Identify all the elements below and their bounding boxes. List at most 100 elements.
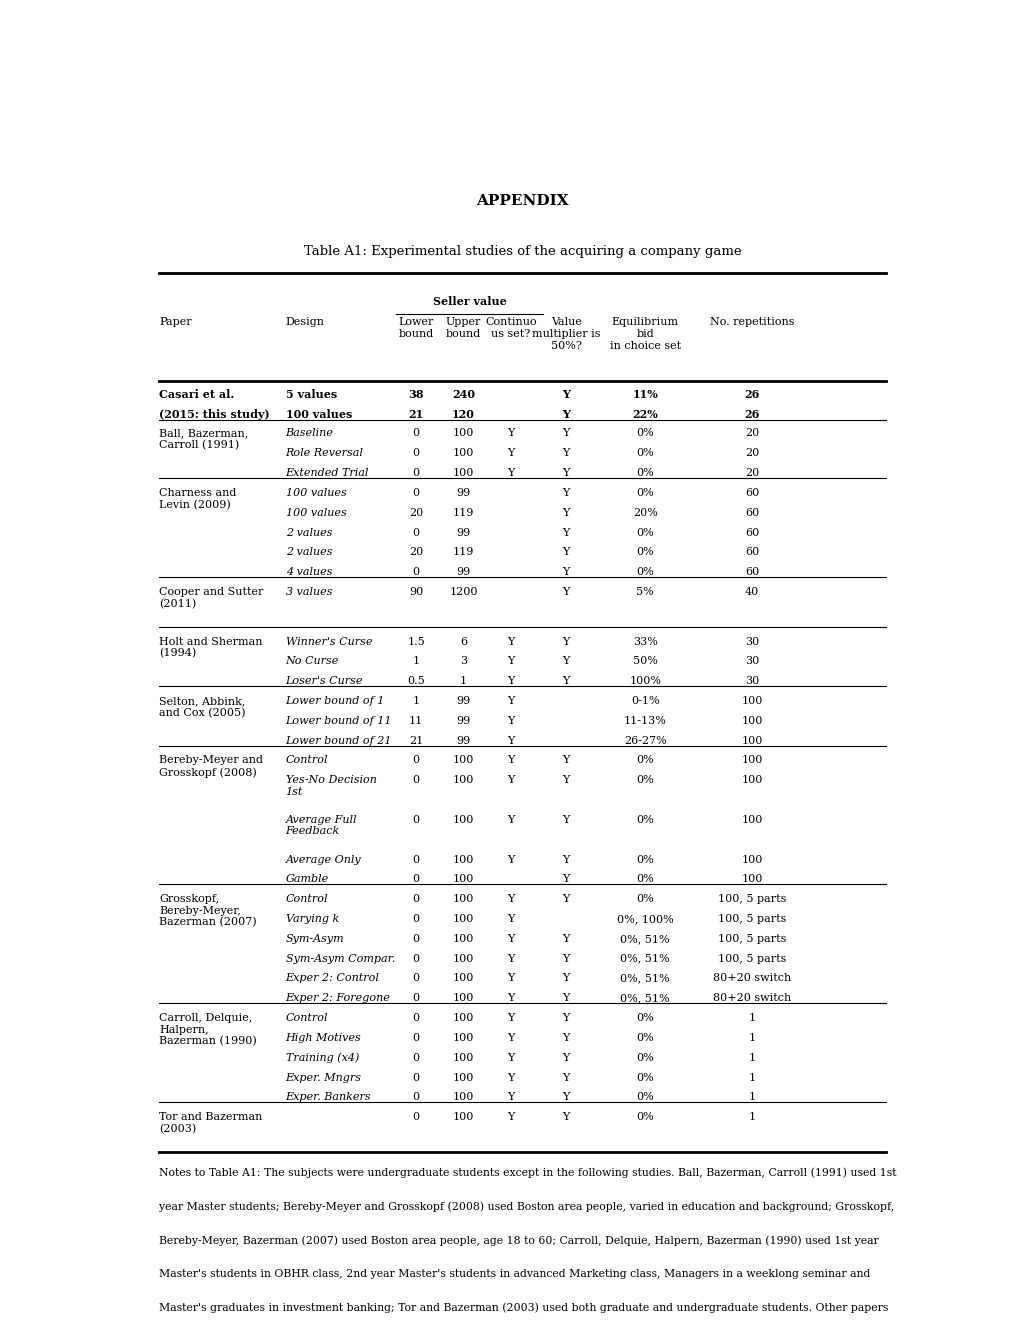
Text: Y: Y <box>562 508 570 517</box>
Text: Y: Y <box>506 469 514 478</box>
Text: 0: 0 <box>412 1073 419 1082</box>
Text: Y: Y <box>506 755 514 766</box>
Text: 99: 99 <box>455 528 470 537</box>
Text: 21: 21 <box>409 735 423 746</box>
Text: 100: 100 <box>741 696 762 706</box>
Text: 1: 1 <box>748 1034 755 1043</box>
Text: Y: Y <box>506 894 514 904</box>
Text: Y: Y <box>562 676 570 686</box>
Text: 100, 5 parts: 100, 5 parts <box>717 933 786 944</box>
Text: 20%: 20% <box>632 508 657 517</box>
Text: Y: Y <box>506 775 514 785</box>
Text: 5%: 5% <box>636 587 653 597</box>
Text: Y: Y <box>506 429 514 438</box>
Text: 240: 240 <box>451 389 475 400</box>
Text: 5 values: 5 values <box>285 389 336 400</box>
Text: 0%: 0% <box>636 568 653 577</box>
Text: 0: 0 <box>412 933 419 944</box>
Text: High Motives: High Motives <box>285 1034 361 1043</box>
Text: Value
multiplier is
50%?: Value multiplier is 50%? <box>532 317 600 351</box>
Text: 0: 0 <box>412 1093 419 1102</box>
Text: Y: Y <box>562 973 570 983</box>
Text: Y: Y <box>562 528 570 537</box>
Text: Paper: Paper <box>159 317 192 327</box>
Text: 0%: 0% <box>636 528 653 537</box>
Text: Y: Y <box>506 1053 514 1063</box>
Text: 0%: 0% <box>636 548 653 557</box>
Text: 120: 120 <box>451 409 475 420</box>
Text: 0: 0 <box>412 854 419 865</box>
Text: Y: Y <box>562 1073 570 1082</box>
Text: 0: 0 <box>412 568 419 577</box>
Text: 100: 100 <box>452 953 474 964</box>
Text: Lower
bound: Lower bound <box>398 317 433 339</box>
Text: 100: 100 <box>452 814 474 825</box>
Text: 0%: 0% <box>636 469 653 478</box>
Text: Average Full
Feedback: Average Full Feedback <box>285 814 357 837</box>
Text: 100: 100 <box>452 755 474 766</box>
Text: 100, 5 parts: 100, 5 parts <box>717 953 786 964</box>
Text: 100: 100 <box>741 814 762 825</box>
Text: 100: 100 <box>741 755 762 766</box>
Text: Exper. Mngrs: Exper. Mngrs <box>285 1073 362 1082</box>
Text: Design: Design <box>285 317 324 327</box>
Text: 0: 0 <box>412 755 419 766</box>
Text: 20: 20 <box>409 548 423 557</box>
Text: 1: 1 <box>748 1113 755 1122</box>
Text: 60: 60 <box>744 508 758 517</box>
Text: 6: 6 <box>460 636 467 647</box>
Text: 0: 0 <box>412 973 419 983</box>
Text: Y: Y <box>562 1034 570 1043</box>
Text: Y: Y <box>561 389 570 400</box>
Text: Exper 2: Foregone: Exper 2: Foregone <box>285 993 390 1003</box>
Text: 0: 0 <box>412 913 419 924</box>
Text: 100, 5 parts: 100, 5 parts <box>717 913 786 924</box>
Text: Bereby-Meyer and
Grosskopf (2008): Bereby-Meyer and Grosskopf (2008) <box>159 755 263 777</box>
Text: 1: 1 <box>748 1093 755 1102</box>
Text: 100: 100 <box>452 993 474 1003</box>
Text: (2015: this study): (2015: this study) <box>159 409 269 420</box>
Text: 1: 1 <box>748 1012 755 1023</box>
Text: Exper. Bankers: Exper. Bankers <box>285 1093 371 1102</box>
Text: 100%: 100% <box>629 676 660 686</box>
Text: Winner's Curse: Winner's Curse <box>285 636 372 647</box>
Text: Extended Trial: Extended Trial <box>285 469 369 478</box>
Text: 4 values: 4 values <box>285 568 332 577</box>
Text: 0%, 100%: 0%, 100% <box>616 913 673 924</box>
Text: Y: Y <box>506 854 514 865</box>
Text: Master's students in OBHR class, 2nd year Master's students in advanced Marketin: Master's students in OBHR class, 2nd yea… <box>159 1269 869 1279</box>
Text: 60: 60 <box>744 488 758 498</box>
Text: Equilibrium
bid
in choice set: Equilibrium bid in choice set <box>609 317 680 351</box>
Text: 1: 1 <box>748 1073 755 1082</box>
Text: Y: Y <box>562 993 570 1003</box>
Text: Exper 2: Control: Exper 2: Control <box>285 973 379 983</box>
Text: 1.5: 1.5 <box>407 636 425 647</box>
Text: 0.5: 0.5 <box>407 676 425 686</box>
Text: 20: 20 <box>409 508 423 517</box>
Text: Y: Y <box>506 913 514 924</box>
Text: Y: Y <box>506 1093 514 1102</box>
Text: 21: 21 <box>408 409 423 420</box>
Text: 0%: 0% <box>636 894 653 904</box>
Text: Y: Y <box>506 1012 514 1023</box>
Text: Y: Y <box>506 1073 514 1082</box>
Text: 100, 5 parts: 100, 5 parts <box>717 894 786 904</box>
Text: 0: 0 <box>412 993 419 1003</box>
Text: Y: Y <box>562 814 570 825</box>
Text: 0-1%: 0-1% <box>631 696 659 706</box>
Text: Y: Y <box>506 676 514 686</box>
Text: 0: 0 <box>412 775 419 785</box>
Text: 0: 0 <box>412 953 419 964</box>
Text: 0%: 0% <box>636 488 653 498</box>
Text: Control: Control <box>285 755 328 766</box>
Text: Loser's Curse: Loser's Curse <box>285 676 363 686</box>
Text: 119: 119 <box>452 548 474 557</box>
Text: Y: Y <box>506 973 514 983</box>
Text: Y: Y <box>506 814 514 825</box>
Text: Y: Y <box>562 1053 570 1063</box>
Text: 90: 90 <box>409 587 423 597</box>
Text: Y: Y <box>506 715 514 726</box>
Text: Y: Y <box>562 1113 570 1122</box>
Text: 0: 0 <box>412 469 419 478</box>
Text: 99: 99 <box>455 715 470 726</box>
